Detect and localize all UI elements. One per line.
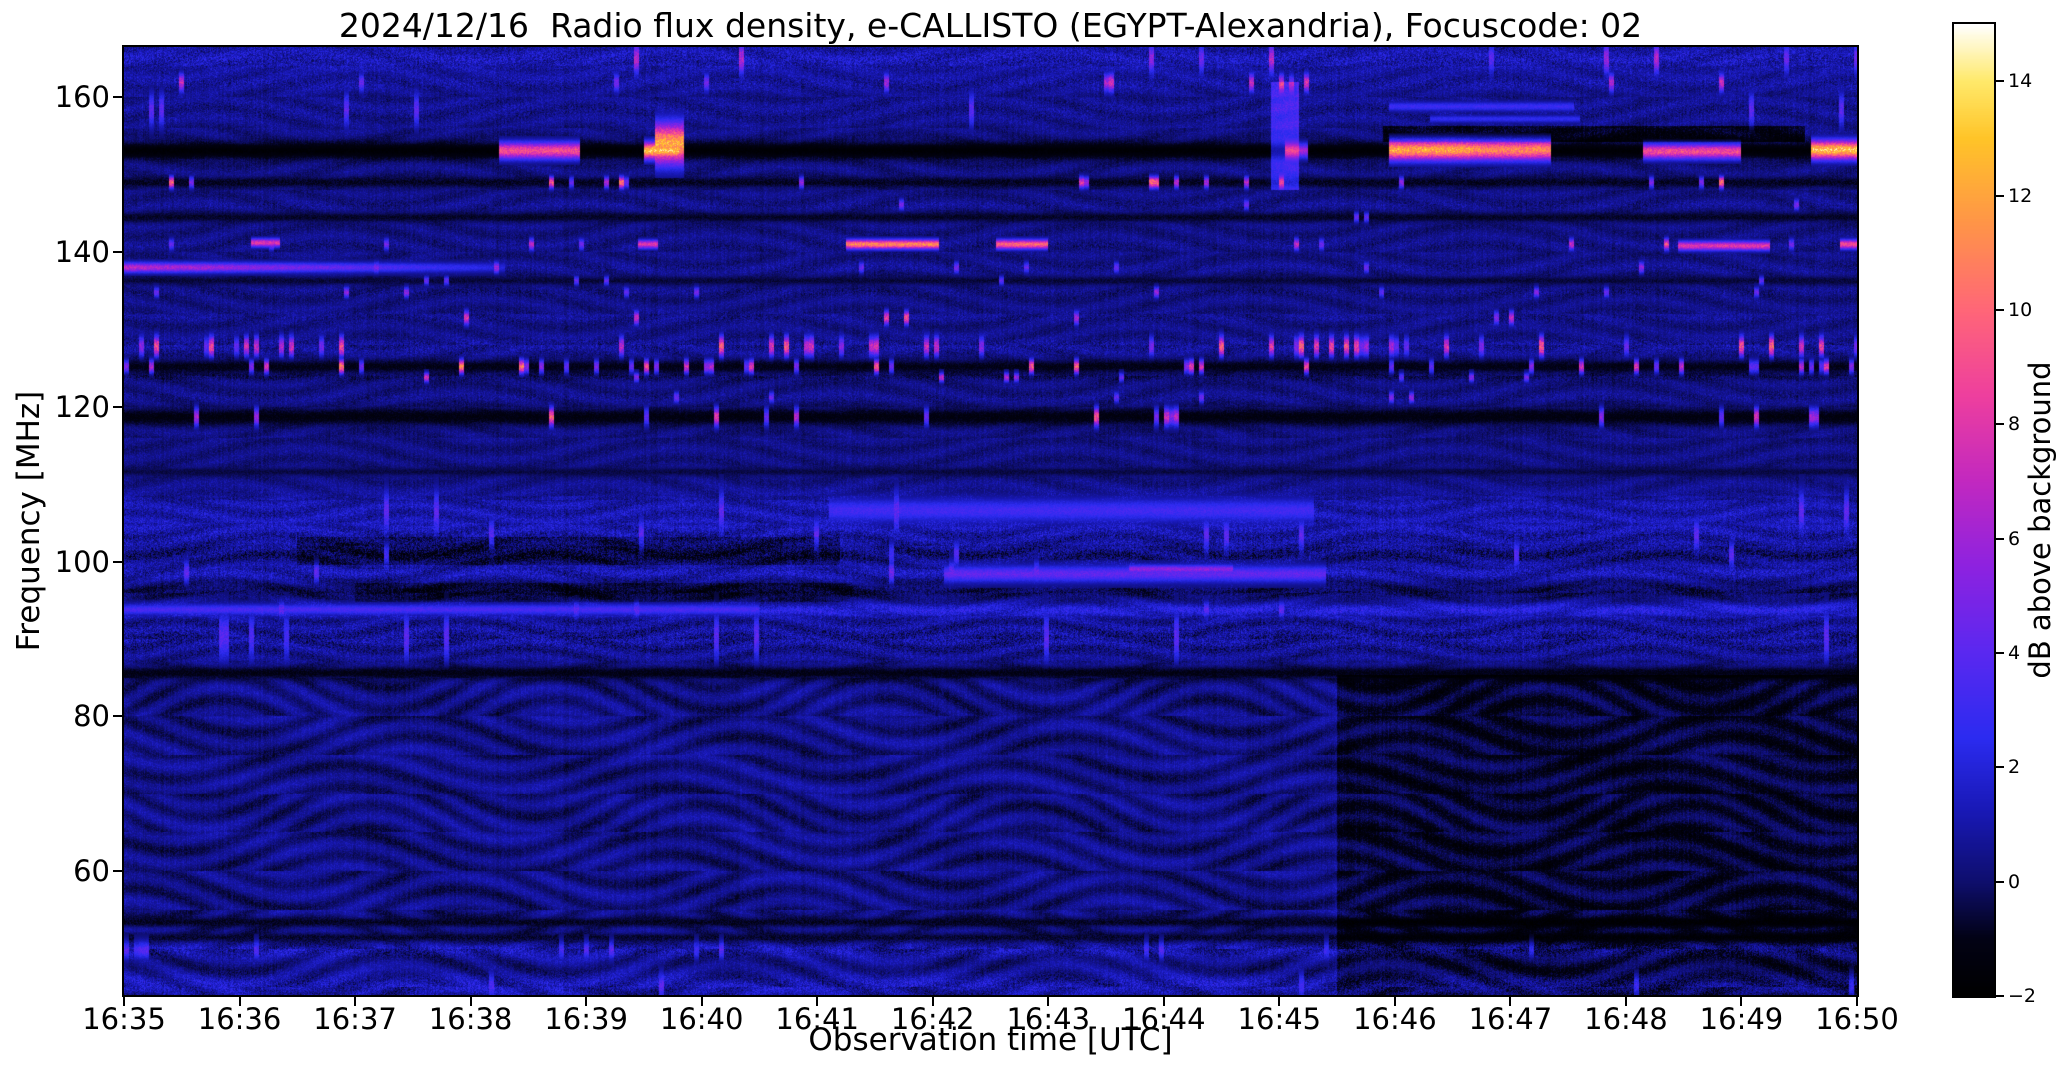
colorbar-tick-label: 2 [2008,756,2021,779]
colorbar-tick-label: −2 [2008,985,2037,1007]
colorbar-tick-mark [1996,308,2004,311]
x-tick-label: 16:36 [197,1002,282,1036]
x-tick-mark [1278,997,1281,1006]
colorbar-tick-label: 12 [2008,184,2033,207]
x-tick-mark [469,997,472,1006]
x-tick-label: 16:44 [1122,1002,1206,1036]
x-tick-mark [1856,997,1858,1006]
x-tick-mark [123,997,125,1006]
x-tick-label: 16:41 [775,1002,859,1036]
y-tick-label: 80 [73,699,110,734]
x-tick-mark [816,997,819,1006]
x-tick-label: 16:45 [1237,1002,1322,1036]
y-tick-label: 160 [54,80,110,115]
spectrogram-canvas [124,47,1857,995]
colorbar-tick-mark [1996,995,2004,997]
y-tick-mark [113,251,122,254]
x-tick-mark [1740,997,1743,1006]
y-tick-label: 100 [54,544,110,579]
x-tick-label: 16:42 [890,1002,975,1036]
colorbar-tick-mark [1996,766,2004,769]
colorbar-tick-mark [1996,651,2004,654]
x-tick-mark [700,997,703,1006]
colorbar-tick-label: 8 [2008,413,2021,436]
x-tick-label: 16:35 [82,1002,166,1036]
x-tick-mark [238,997,241,1006]
y-tick-mark [113,96,122,99]
x-tick-mark [354,997,357,1006]
y-tick-mark [113,405,122,408]
x-tick-label: 16:50 [1815,1002,1899,1036]
colorbar-label: dB above background [2023,361,2057,679]
x-tick-label: 16:46 [1353,1002,1437,1036]
colorbar-tick-mark [1996,423,2004,426]
colorbar-tick-mark [1996,80,2004,83]
x-tick-label: 16:43 [1006,1002,1091,1036]
y-tick-mark [113,715,122,718]
x-tick-mark [1624,997,1627,1006]
chart-title: 2024/12/16 Radio flux density, e-CALLIST… [338,6,1643,45]
x-tick-label: 16:38 [428,1002,513,1036]
y-axis-label: Frequency [MHz] [11,390,47,652]
colorbar-canvas [1954,24,1994,996]
y-tick-label: 60 [73,854,110,889]
x-tick-mark [931,997,934,1006]
x-tick-mark [1393,997,1396,1006]
y-tick-label: 120 [54,389,110,424]
x-tick-label: 16:40 [659,1002,744,1036]
x-tick-label: 16:37 [313,1002,397,1036]
colorbar-tick-label: 4 [2008,641,2021,664]
colorbar-tick-label: 6 [2008,527,2021,550]
x-axis-label: Observation time [UTC] [808,1022,1173,1058]
x-tick-label: 16:49 [1699,1002,1784,1036]
y-tick-mark [113,560,122,563]
x-tick-label: 16:48 [1584,1002,1668,1036]
colorbar-tick-label: 10 [2008,298,2033,321]
x-tick-mark [585,997,588,1006]
x-tick-mark [1162,997,1165,1006]
x-tick-label: 16:47 [1468,1002,1553,1036]
x-tick-label: 16:39 [544,1002,628,1036]
colorbar-tick-label: 14 [2008,70,2033,93]
x-tick-mark [1047,997,1050,1006]
colorbar-tick-mark [1996,880,2004,883]
colorbar-tick-mark [1996,194,2004,197]
x-tick-mark [1509,997,1512,1006]
colorbar-tick-label: 0 [2008,870,2021,893]
y-tick-mark [113,870,122,873]
y-tick-label: 140 [54,235,110,270]
colorbar-tick-mark [1996,537,2004,540]
